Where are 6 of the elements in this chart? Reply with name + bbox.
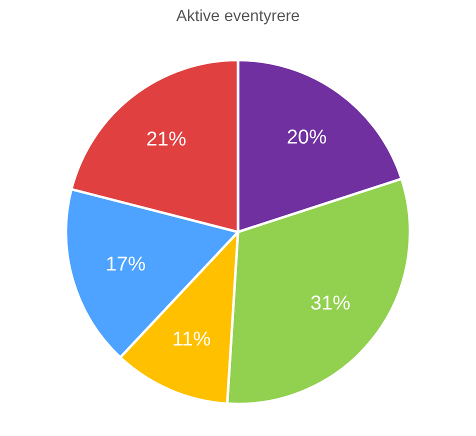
data-label: 31%	[310, 292, 351, 315]
data-label: 21%	[146, 128, 187, 151]
data-label: 20%	[286, 126, 327, 148]
chart-title: Aktive eventyrere	[176, 8, 300, 25]
data-label: 17%	[106, 254, 146, 276]
data-label: 11%	[172, 328, 212, 350]
